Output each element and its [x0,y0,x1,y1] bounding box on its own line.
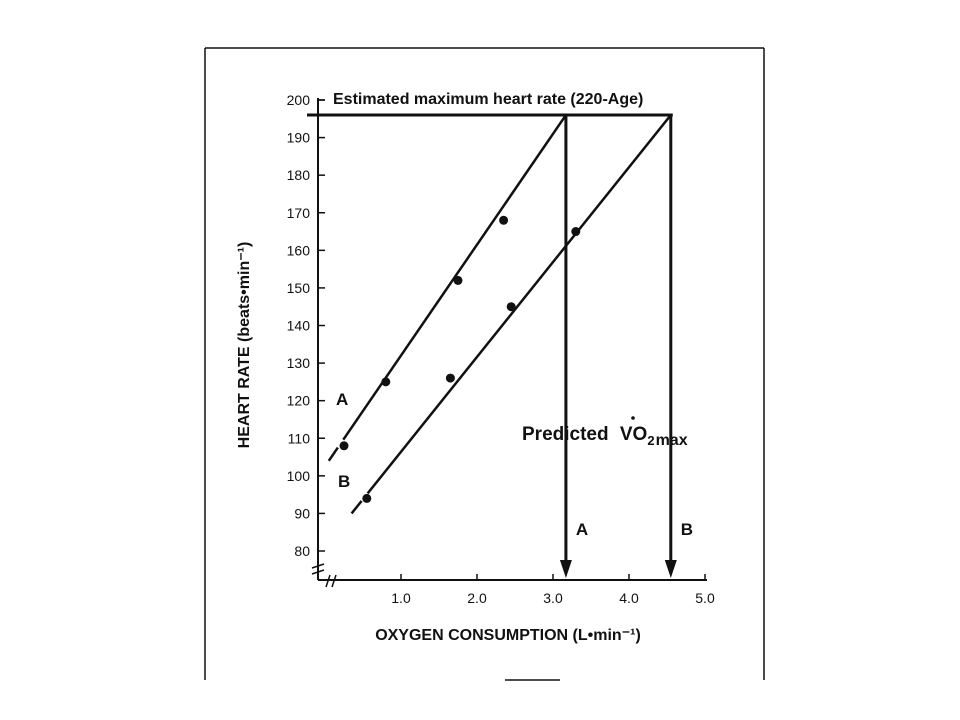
y-tick-label: 80 [294,543,310,559]
y-tick-label: 160 [287,242,311,258]
y-axis-ticks: 80 90 100 110 120 130 140 150 160 170 180 190 200 [287,92,325,559]
x-tick-label: 5.0 [695,590,715,606]
y-tick-label: 170 [287,205,311,221]
y-axis-title: HEART RATE (beats•min⁻¹) [236,242,253,449]
series-line-dash [350,500,363,515]
y-tick-label: 190 [287,130,311,146]
x-axis-ticks: 1.0 2.0 3.0 4.0 5.0 [391,574,715,606]
y-tick-label: 110 [288,430,311,446]
x-tick-label: 4.0 [619,590,639,606]
series-label: B [338,472,350,491]
y-tick-label: 120 [287,393,311,409]
data-point [506,302,516,312]
x-tick-label: 2.0 [467,590,487,606]
data-point [571,227,581,237]
vo2-word: VO [620,424,647,445]
series-line-dash [327,446,339,462]
y-tick-label: 140 [287,318,311,334]
x-tick-label: 3.0 [543,590,563,606]
y-tick-label: 130 [287,355,311,371]
axes [311,98,707,588]
vo2max-arrowhead [559,560,572,578]
vo2max-arrow-label: A [576,520,588,539]
y-axis-break [311,563,325,575]
series-b: BB [338,114,693,578]
series-line [366,114,672,495]
y-tick-label: 90 [294,505,310,521]
vo2-dot-accent [631,416,635,420]
max-word: max [656,432,688,449]
data-point [445,373,455,383]
data-point [381,377,391,387]
series-a: AA [327,114,588,578]
x-tick-label: 1.0 [391,590,411,606]
series-label: A [336,390,348,409]
data-point [362,493,372,503]
predicted-word: Predicted [522,424,609,445]
data-point [499,215,509,225]
y-tick-label: 200 [287,92,311,108]
y-tick-label: 150 [287,280,311,296]
data-point [339,441,349,451]
max-heart-rate-label: Estimated maximum heart rate (220-Age) [333,91,643,108]
predicted-vo2max-label: Predicted VO2max [522,424,688,449]
y-tick-label: 180 [287,167,311,183]
y-tick-label: 100 [287,468,311,484]
series-line [342,114,567,441]
vo2max-arrow-label: B [681,520,693,539]
x-axis-break [325,574,337,588]
vo2max-arrowhead [664,560,677,578]
data-point [453,275,463,285]
vo2-subscript: 2 [647,433,654,448]
x-axis-title: OXYGEN CONSUMPTION (L•min⁻¹) [375,627,641,644]
